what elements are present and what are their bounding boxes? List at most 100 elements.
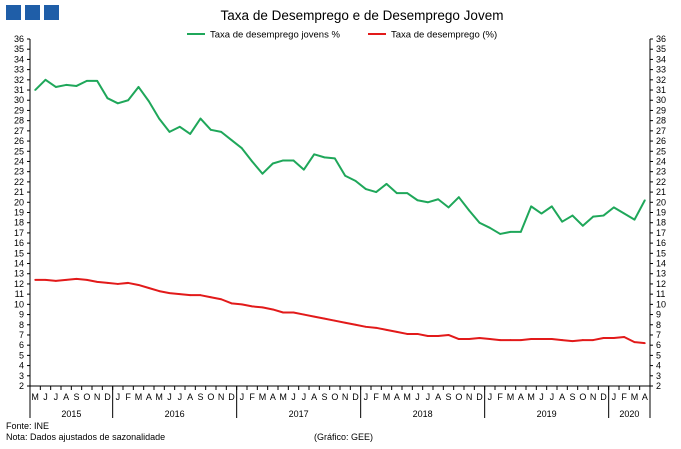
month-tick-label: A [559, 392, 565, 402]
data-point-youth [292, 159, 295, 162]
data-point-youth [530, 205, 533, 208]
y-tick-label-right: 19 [656, 208, 666, 218]
series-line-youth-unemployment [34, 78, 646, 235]
data-point-total [592, 339, 595, 341]
month-tick-label: D [352, 392, 359, 402]
data-point-youth [313, 153, 316, 156]
data-point-total [519, 339, 522, 341]
month-tick-label: A [435, 392, 441, 402]
y-tick-label-left: 20 [14, 197, 24, 207]
data-point-youth [127, 99, 130, 102]
month-tick-label: J [364, 392, 369, 402]
data-point-total [54, 279, 57, 282]
series-line-unemployment [35, 277, 645, 345]
data-point-total [75, 277, 78, 280]
data-point-youth [137, 86, 140, 88]
y-tick-label-left: 31 [14, 85, 24, 95]
y-tick-label-left: 17 [14, 228, 24, 238]
y-tick-label-right: 27 [656, 126, 666, 136]
data-point-total [499, 339, 502, 341]
data-point-youth [592, 215, 595, 218]
month-tick-label: S [445, 392, 451, 402]
y-tick-label-right: 15 [656, 248, 666, 258]
data-point-total [416, 333, 419, 335]
month-tick-label: S [73, 392, 79, 402]
data-point-total [147, 287, 150, 289]
month-tick-label: F [621, 392, 627, 402]
month-tick-label: N [590, 392, 597, 402]
data-point-total [158, 290, 161, 292]
data-point-youth [602, 214, 605, 217]
data-point-youth [240, 147, 243, 150]
data-point-youth [581, 224, 584, 227]
month-tick-label: D [476, 392, 483, 402]
chart-title: Taxa de Desemprego e de Desemprego Jovem [221, 8, 504, 23]
month-tick-label: M [135, 392, 143, 402]
data-point-total [385, 328, 388, 331]
month-tick-label: M [507, 392, 515, 402]
y-tick-label-right: 35 [656, 44, 666, 54]
y-tick-label-right: 5 [656, 350, 661, 360]
data-point-youth [302, 168, 305, 171]
y-tick-label-right: 2 [656, 381, 661, 391]
y-tick-label-left: 14 [14, 259, 24, 269]
data-point-total [571, 340, 574, 342]
data-point-youth [271, 162, 274, 165]
logo-square [6, 5, 21, 20]
year-label: 2018 [413, 409, 433, 419]
y-tick-label-left: 4 [19, 361, 24, 371]
data-point-total [437, 335, 440, 337]
y-tick-label-right: 36 [656, 34, 666, 44]
data-point-total [178, 293, 181, 296]
data-point-total [633, 341, 636, 344]
y-tick-label-right: 33 [656, 65, 666, 75]
y-tick-label-right: 21 [656, 187, 666, 197]
data-point-total [209, 296, 212, 299]
month-tick-label: M [155, 392, 163, 402]
data-point-total [457, 338, 460, 340]
data-point-youth [406, 192, 409, 195]
y-tick-label-left: 7 [19, 330, 24, 340]
data-point-total [354, 323, 357, 326]
month-tick-label: A [518, 392, 524, 402]
month-tick-label: A [270, 392, 276, 402]
month-tick-label: N [342, 392, 349, 402]
year-label: 2019 [537, 409, 557, 419]
legend-label-total: Taxa de desemprego (%) [391, 30, 497, 41]
month-tick-label: N [94, 392, 101, 402]
data-point-youth [220, 130, 223, 133]
data-point-youth [437, 198, 440, 201]
month-tick-label: J [116, 392, 121, 402]
month-tick-label: A [311, 392, 317, 402]
y-tick-label-right: 23 [656, 167, 666, 177]
data-point-total [220, 298, 223, 301]
logo-square [25, 5, 40, 20]
data-point-total [333, 319, 336, 322]
month-tick-label: J [167, 392, 172, 402]
data-point-youth [550, 205, 553, 208]
data-point-youth [65, 84, 68, 86]
y-tick-label-right: 25 [656, 146, 666, 156]
data-point-total [240, 303, 243, 306]
data-point-youth [168, 130, 171, 133]
data-point-total [137, 284, 140, 286]
month-tick-label: J [550, 392, 555, 402]
month-tick-label: J [54, 392, 59, 402]
month-tick-label: O [455, 392, 462, 402]
month-tick-label: J [539, 392, 544, 402]
data-point-total [447, 334, 450, 336]
y-tick-label-right: 34 [656, 54, 666, 64]
data-point-youth [34, 89, 37, 91]
month-tick-label: A [187, 392, 193, 402]
data-point-total [85, 278, 88, 281]
data-point-total [251, 305, 254, 308]
y-tick-label-left: 21 [14, 187, 24, 197]
data-point-total [292, 311, 295, 314]
data-point-total [561, 339, 564, 341]
data-point-youth [395, 192, 398, 195]
data-point-total [612, 337, 615, 339]
data-point-youth [189, 133, 192, 135]
year-label: 2020 [619, 409, 639, 419]
data-point-total [468, 338, 471, 340]
